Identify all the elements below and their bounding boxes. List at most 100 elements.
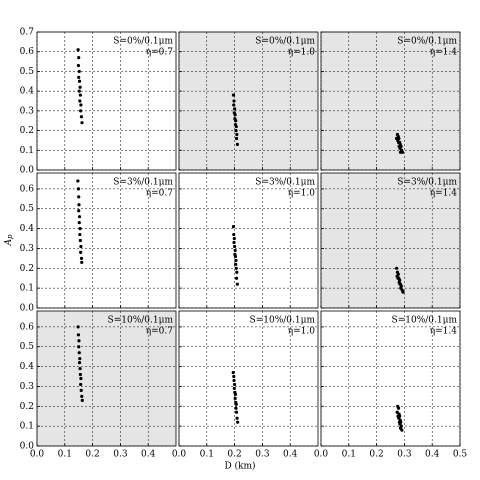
point	[76, 325, 80, 329]
point	[78, 357, 82, 361]
point	[234, 276, 239, 280]
y-tick-label: 0.6	[20, 322, 35, 332]
point	[79, 103, 83, 107]
point	[400, 428, 404, 432]
point	[78, 232, 82, 237]
panel-background	[321, 32, 460, 170]
panel-frame	[178, 172, 319, 309]
panel-frame	[178, 31, 319, 171]
point	[233, 392, 238, 396]
panel-annotation: S=3%/0.1μm	[255, 178, 315, 188]
panel-annotation: η=1.0	[288, 327, 316, 337]
point	[231, 93, 236, 97]
panel-annotation: S=0%/0.1μm	[255, 37, 315, 47]
point	[234, 402, 238, 406]
point	[234, 136, 239, 141]
point	[233, 254, 238, 258]
point	[76, 333, 81, 337]
panel-background	[179, 32, 318, 170]
point	[233, 248, 237, 253]
x-tick-label: 0.1	[58, 450, 72, 460]
y-tick-label: 0.5	[20, 342, 35, 352]
point	[232, 374, 236, 379]
y-tick-label: 0.4	[20, 87, 35, 97]
point	[79, 382, 83, 387]
point	[231, 225, 236, 229]
panel-annotation: S=3%/0.1μm	[113, 178, 173, 188]
point	[78, 99, 82, 103]
point	[233, 107, 237, 111]
point	[77, 221, 81, 225]
point	[77, 56, 81, 60]
point	[395, 266, 399, 270]
point	[77, 361, 82, 365]
point	[236, 420, 240, 424]
x-tick-label: 0.5	[453, 450, 468, 460]
point	[78, 366, 82, 371]
point	[79, 388, 83, 393]
panel-frame	[320, 310, 461, 447]
point	[234, 406, 238, 410]
y-tick-label: 0.0	[20, 166, 35, 176]
x-tick-label: 0.4	[425, 450, 440, 460]
point	[235, 142, 239, 146]
point	[232, 236, 236, 241]
point	[400, 150, 405, 154]
y-tick-label: 0.4	[20, 224, 35, 234]
x-tick-label: 0.1	[200, 450, 214, 460]
point	[234, 119, 238, 123]
point	[76, 63, 81, 68]
panel-background	[37, 311, 176, 446]
panel-background	[179, 173, 318, 308]
x-tick-label: 0.0	[30, 450, 45, 460]
panel-frame	[36, 172, 177, 309]
panel-annotation: η=1.4	[430, 48, 458, 58]
panel-annotation: η=1.0	[288, 189, 316, 199]
x-tick-label: 0.1	[342, 450, 356, 460]
point	[234, 258, 238, 262]
x-tick-label: 0.2	[227, 450, 241, 460]
y-axis-label: Ap	[4, 234, 15, 247]
point	[232, 240, 236, 245]
x-tick-label: 0.2	[85, 450, 99, 460]
y-tick-label: 0.2	[20, 402, 34, 412]
panel-annotation: S=0%/0.1μm	[113, 37, 173, 47]
point	[235, 132, 239, 137]
point	[79, 109, 83, 113]
y-tick-label: 0.5	[20, 204, 35, 214]
panel-background	[37, 173, 176, 308]
x-tick-label: 0.0	[172, 450, 187, 460]
point	[232, 99, 236, 103]
point	[79, 376, 83, 381]
y-tick-label: 0.6	[20, 184, 35, 194]
panel-annotation: η=0.7	[146, 48, 174, 58]
panel-frame	[36, 310, 177, 447]
point	[78, 238, 82, 243]
point	[77, 203, 81, 207]
panel-background	[179, 311, 318, 446]
y-tick-label: 0.2	[20, 264, 34, 274]
point	[80, 394, 84, 398]
y-axis-label-sub: p	[6, 234, 14, 239]
point	[235, 416, 239, 420]
x-tick-label: 0.0	[314, 450, 329, 460]
point	[232, 232, 236, 237]
y-tick-label: 0.7	[20, 28, 35, 38]
point	[79, 250, 83, 255]
panel-frame	[320, 172, 461, 309]
y-tick-label: 0.0	[20, 304, 35, 314]
point	[77, 351, 81, 355]
point	[233, 113, 237, 117]
point	[77, 209, 81, 213]
point	[231, 370, 235, 375]
panel-frame	[36, 31, 177, 171]
point	[234, 410, 239, 414]
point	[76, 179, 80, 183]
panel-background	[37, 32, 176, 170]
point	[232, 386, 236, 391]
y-tick-label: 0.3	[20, 106, 35, 116]
point	[77, 215, 82, 219]
point	[77, 339, 81, 343]
point	[78, 85, 82, 89]
x-tick-label: 0.4	[283, 450, 298, 460]
